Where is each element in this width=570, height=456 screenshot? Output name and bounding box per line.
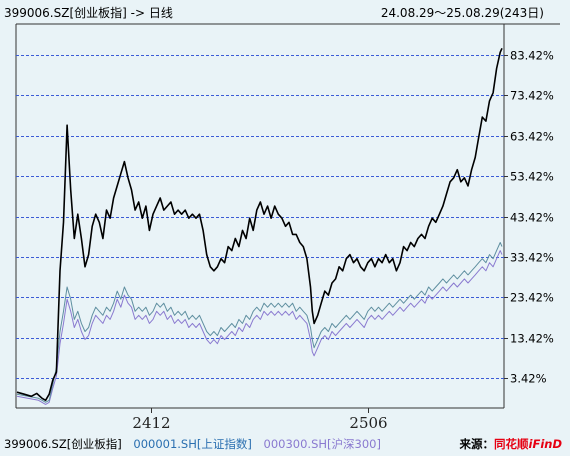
source-label: 来源：	[459, 437, 495, 451]
grid-lines	[16, 55, 504, 379]
y-tick-label: 13.42%	[510, 332, 554, 346]
y-tick-label: 63.42%	[510, 130, 554, 144]
y-tick-label: 83.42%	[510, 49, 554, 63]
chart-footer: 399006.SZ[创业板指] 000001.SH[上证指数] 000300.S…	[0, 432, 570, 454]
y-tick-label: 53.42%	[510, 170, 554, 184]
legend-item-hs300: 000300.SH[沪深300]	[263, 437, 381, 451]
chart-title: 399006.SZ[创业板指] -> 日线	[4, 6, 173, 20]
y-tick-label: 43.42%	[510, 211, 554, 225]
source-brand-logo: 同花顺	[494, 437, 529, 451]
source-credit: 来源：同花顺iFinD	[460, 436, 562, 452]
source-brand-ifind: iFinD	[528, 437, 562, 451]
series-line-cyb	[16, 47, 503, 402]
y-tick-label: 3.42%	[510, 372, 547, 386]
y-tick-label: 23.42%	[510, 291, 554, 305]
chart-header: 399006.SZ[创业板指] -> 日线 24.08.29～25.08.29(…	[0, 0, 570, 22]
y-tick-label: 73.42%	[510, 89, 554, 103]
line-chart: 83.42% 73.42% 63.42% 53.42% 43.42% 33.42% 23.4…	[15, 23, 560, 432]
x-axis-ticks: 2412 2506	[132, 408, 388, 432]
plot-frame	[15, 23, 560, 409]
series-line-hs300	[16, 250, 503, 405]
legend-item-cyb: 399006.SZ[创业板指]	[4, 437, 122, 451]
x-tick-label: 2506	[349, 414, 387, 432]
series-line-sh	[16, 242, 503, 403]
y-tick-label: 33.42%	[510, 251, 554, 265]
date-range: 24.08.29～25.08.29(243日)	[380, 6, 544, 20]
legend: 399006.SZ[创业板指] 000001.SH[上证指数] 000300.S…	[4, 436, 389, 452]
series-group	[16, 47, 503, 405]
y-axis-ticks: 83.42% 73.42% 63.42% 53.42% 43.42% 33.42% 23.4…	[504, 49, 554, 386]
x-tick-label: 2412	[132, 414, 170, 432]
legend-item-sh: 000001.SH[上证指数]	[133, 437, 252, 451]
